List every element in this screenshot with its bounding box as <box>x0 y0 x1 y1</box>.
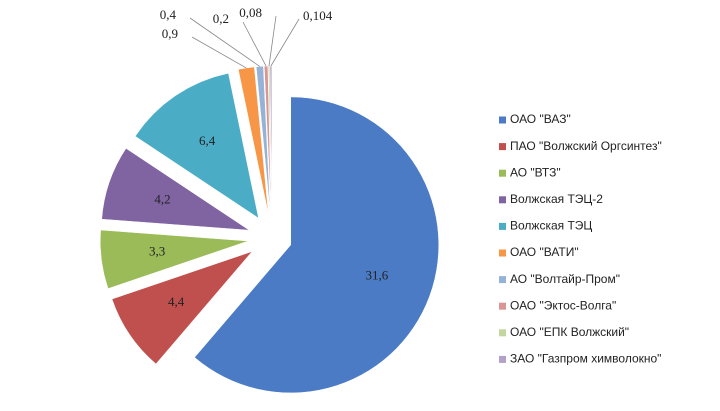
legend-swatch <box>499 143 506 151</box>
data-label: 4,4 <box>168 294 185 309</box>
legend-swatch <box>499 196 506 204</box>
legend-label: Волжская ТЭЦ <box>510 219 592 233</box>
legend-label: ОАО "Эктос-Волга" <box>510 298 616 312</box>
leader-line <box>191 36 247 69</box>
legend-label: АО "Волтайр-Пром" <box>510 272 620 286</box>
legend-swatch <box>499 169 506 177</box>
pie-slice <box>134 72 259 219</box>
legend-label: ОАО "ЕПК Волжский" <box>510 325 629 339</box>
legend-label: ОАО "ВАТИ" <box>510 245 579 259</box>
data-label: 0,9 <box>162 26 178 41</box>
legend-label: ОАО "ВАЗ" <box>510 112 571 126</box>
leader-line <box>242 21 267 67</box>
legend-swatch <box>499 249 506 257</box>
pie-slice <box>268 65 272 215</box>
data-label: 3,3 <box>149 244 165 259</box>
pie-slice <box>99 229 249 289</box>
leader-line <box>268 15 277 67</box>
data-label: 0,4 <box>160 7 177 22</box>
leader-line <box>270 18 300 67</box>
pie-slice <box>269 65 273 215</box>
legend-swatch <box>499 355 506 363</box>
pie-slice <box>111 250 253 365</box>
data-label: 6,4 <box>199 133 216 148</box>
legend-label: ЗАО "Газпром химволокно" <box>510 352 661 366</box>
legend-swatch <box>499 276 506 284</box>
legend-label: АО "ВТЗ" <box>510 165 561 179</box>
legend-label: ПАО "Волжский Оргсинтез" <box>510 139 662 153</box>
data-label: 0,2 <box>213 11 229 26</box>
data-label: 0,08 <box>239 5 262 20</box>
legend-swatch <box>499 222 506 230</box>
legend-swatch <box>499 302 506 310</box>
data-label: 4,2 <box>154 191 170 206</box>
pie-slice <box>194 96 439 394</box>
legend-swatch <box>499 329 506 337</box>
data-label: 31,6 <box>365 268 388 283</box>
leader-line <box>189 17 261 67</box>
legend-label: Волжская ТЭЦ-2 <box>510 192 603 206</box>
pie-slice <box>101 148 251 231</box>
data-label: 0,104 <box>303 8 333 23</box>
legend-swatch <box>499 116 506 124</box>
